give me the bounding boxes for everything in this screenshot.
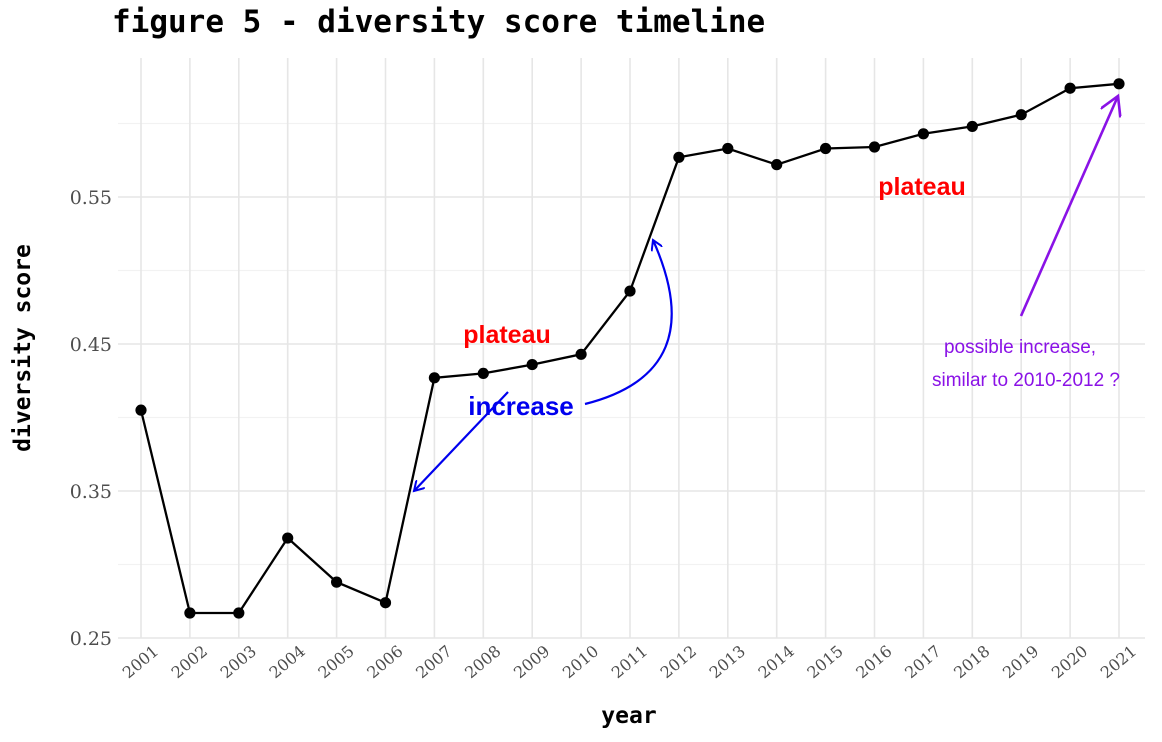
data-point xyxy=(771,159,783,171)
annotations: plateau plateau increase possible increa… xyxy=(414,96,1120,491)
possible-increase-arrow xyxy=(1019,96,1118,317)
data-point xyxy=(575,348,587,360)
increase-arrow-upper xyxy=(584,240,673,406)
x-tick-label: 2011 xyxy=(608,641,651,682)
x-tick-label: 2002 xyxy=(168,641,211,682)
data-point xyxy=(820,142,832,155)
data-point xyxy=(233,607,245,619)
x-tick-label: 2010 xyxy=(559,641,602,682)
x-tick-label: 2021 xyxy=(1097,641,1140,682)
data-point xyxy=(624,285,636,297)
x-tick-label: 2017 xyxy=(901,641,944,682)
chart-title: figure 5 - diversity score timeline xyxy=(112,4,766,40)
x-tick-label: 2006 xyxy=(363,641,406,682)
x-tick-label: 2016 xyxy=(852,641,895,682)
x-tick-label: 2005 xyxy=(314,641,357,682)
y-tick-label: 0.45 xyxy=(70,334,112,356)
x-tick-label: 2018 xyxy=(950,641,993,682)
data-point xyxy=(1064,82,1076,94)
annotation-possible-increase-line1: possible increase, xyxy=(944,337,1096,358)
data-point xyxy=(282,532,294,544)
data-point xyxy=(722,142,734,155)
annotation-plateau-2: plateau xyxy=(878,173,966,201)
data-point xyxy=(868,141,881,153)
x-tick-label: 2020 xyxy=(1048,641,1091,682)
data-point xyxy=(184,607,196,619)
data-point xyxy=(673,151,685,163)
increase-arrow-lower xyxy=(414,391,509,491)
x-tick-label: 2004 xyxy=(265,641,308,682)
data-point xyxy=(966,120,978,133)
x-tick-label: 2019 xyxy=(999,641,1042,682)
y-tick-label: 0.25 xyxy=(70,628,112,650)
x-tick-label: 2007 xyxy=(412,641,455,682)
y-axis-title: diversity score xyxy=(10,244,36,452)
y-tick-label: 0.35 xyxy=(70,481,112,503)
x-tick-label: 2013 xyxy=(706,641,749,682)
annotation-possible-increase-line2: similar to 2010-2012 ? xyxy=(932,370,1120,391)
data-point xyxy=(917,128,930,140)
grid xyxy=(118,58,1145,639)
x-tick-label: 2001 xyxy=(119,641,162,682)
data-point xyxy=(477,367,489,379)
series xyxy=(135,78,1125,619)
data-point xyxy=(135,404,147,416)
annotation-plateau-1: plateau xyxy=(463,321,551,349)
data-point xyxy=(1015,109,1027,121)
data-point xyxy=(1113,78,1125,90)
data-point xyxy=(331,576,343,588)
x-tick-label: 2003 xyxy=(217,641,260,682)
data-point xyxy=(379,597,392,609)
x-tick-label: 2015 xyxy=(803,641,846,682)
x-tick-label: 2014 xyxy=(754,641,797,682)
x-axis-title: year xyxy=(601,703,656,729)
x-tick-label: 2008 xyxy=(461,641,504,682)
data-point xyxy=(526,358,538,371)
y-tick-label: 0.55 xyxy=(70,187,112,209)
x-tick-label: 2009 xyxy=(510,641,553,682)
data-point xyxy=(428,372,440,384)
axes: 0.25 0.35 0.45 0.55 2001 2002 2003 2004 2005 2006… xyxy=(10,187,1140,729)
x-tick-label: 2012 xyxy=(657,641,700,682)
